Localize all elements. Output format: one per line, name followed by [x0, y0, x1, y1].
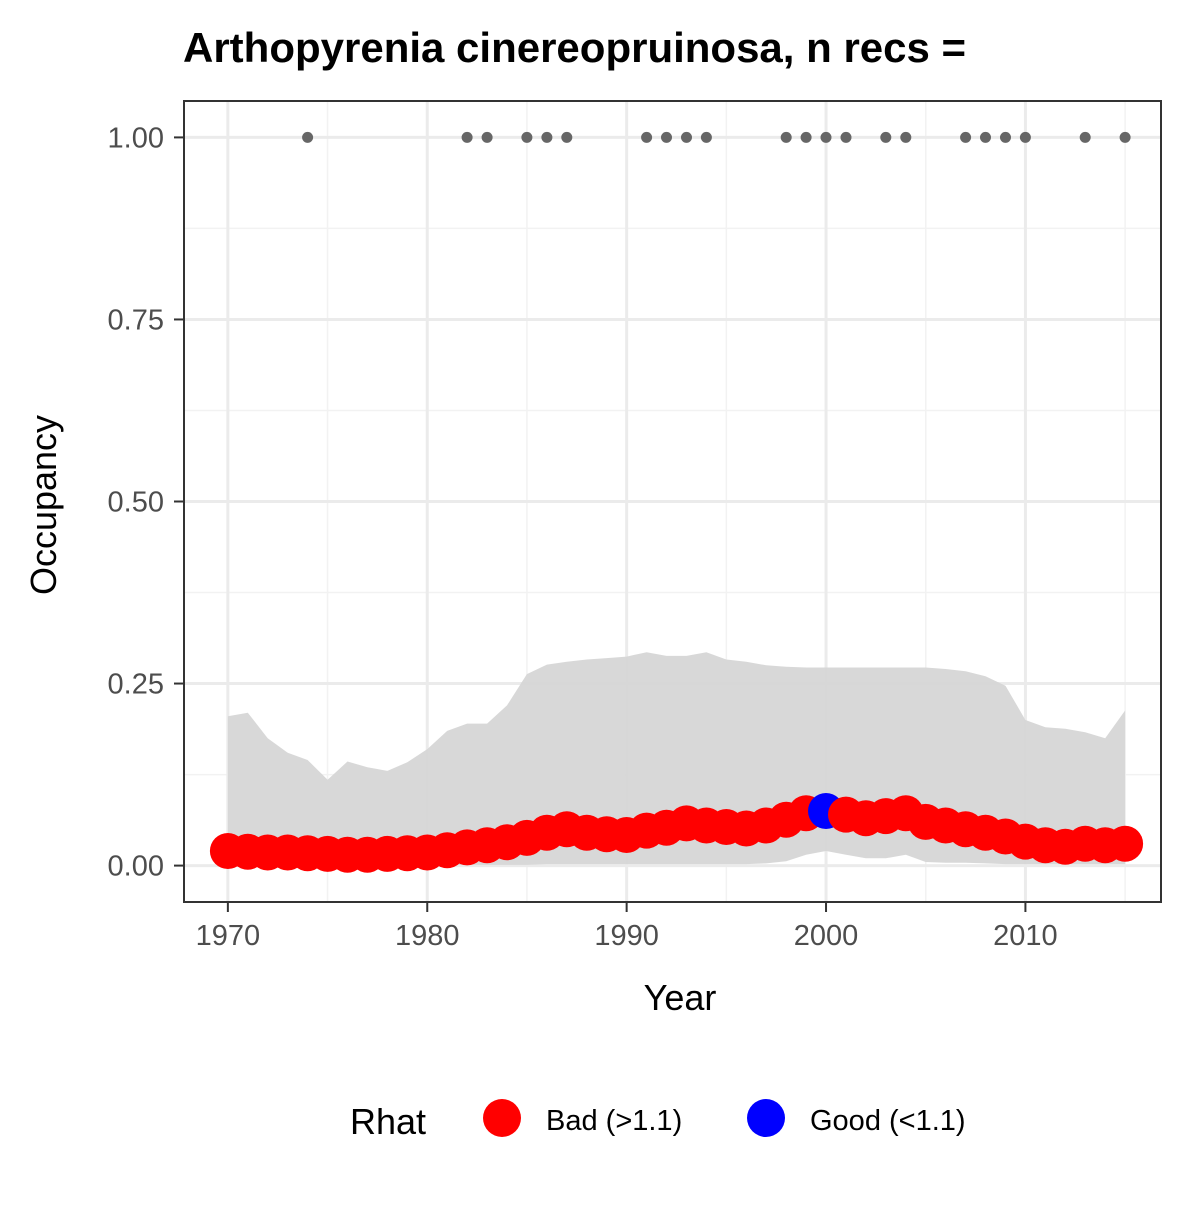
record-point-2009	[1000, 131, 1011, 143]
record-point-1982	[461, 131, 473, 143]
record-point-2013	[1079, 131, 1091, 143]
axis-ticks: 1970 1980 1990 2000 2010 0.00 0.25 0.50 0.75 1.00	[108, 122, 1058, 952]
x-tick-label: 2010	[993, 920, 1058, 952]
record-point-2001	[840, 131, 852, 143]
legend-title: Rhat	[350, 1101, 426, 1142]
record-point-1998	[780, 131, 792, 143]
record-point-1983	[481, 131, 493, 143]
x-tick-label: 1970	[196, 920, 261, 952]
x-tick-label: 1990	[594, 920, 659, 952]
record-point-2007	[960, 131, 972, 143]
record-point-2003	[880, 131, 892, 143]
record-point-1992	[661, 131, 672, 143]
x-tick-label: 1980	[395, 920, 460, 952]
record-points	[302, 131, 1131, 143]
occupancy-points	[209, 793, 1144, 873]
x-tick-label: 2000	[794, 920, 859, 952]
record-point-2004	[900, 131, 912, 143]
chart-title: Arthopyrenia cinereopruinosa, n recs =	[183, 24, 966, 71]
record-point-2000	[820, 131, 832, 143]
record-point-1993	[681, 131, 692, 143]
y-tick-label: 0.50	[108, 487, 164, 519]
legend: Rhat Bad (>1.1) Good (<1.1)	[350, 1099, 966, 1142]
record-point-2010	[1019, 131, 1031, 143]
y-tick-label: 0.25	[108, 669, 164, 701]
legend-swatch-good	[747, 1099, 785, 1137]
occupancy-point-2015-bad	[1107, 825, 1144, 862]
record-point-1994	[700, 131, 712, 143]
legend-label-bad: Bad (>1.1)	[546, 1105, 682, 1137]
x-axis-title: Year	[644, 977, 717, 1018]
y-axis-title: Occupancy	[23, 415, 64, 595]
record-point-1991	[641, 131, 653, 143]
y-tick-label: 0.00	[108, 851, 164, 883]
record-point-1974	[302, 131, 314, 143]
y-tick-label: 1.00	[108, 122, 164, 154]
record-point-1986	[541, 131, 553, 143]
record-point-2008	[980, 131, 991, 143]
legend-label-good: Good (<1.1)	[810, 1105, 966, 1137]
record-point-2015	[1119, 131, 1131, 143]
y-tick-label: 0.75	[108, 304, 164, 336]
record-point-1987	[561, 131, 573, 143]
record-point-1985	[521, 131, 533, 143]
record-point-1999	[800, 131, 812, 143]
legend-swatch-bad	[483, 1099, 521, 1137]
